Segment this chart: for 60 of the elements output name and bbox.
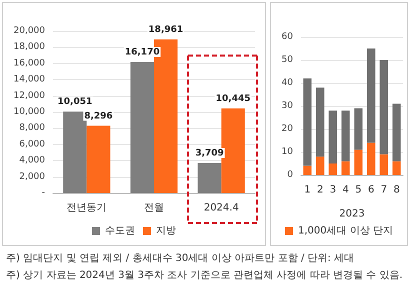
data-label: 18,961	[148, 24, 184, 35]
y-tick-label: 8,000	[19, 123, 46, 134]
data-label: 8,296	[84, 111, 113, 122]
x-tick-label: 5	[355, 184, 362, 196]
y-tick-label: 2,000	[19, 172, 46, 182]
data-label: 3,709	[195, 148, 224, 158]
bar	[392, 161, 401, 175]
y-tick-label: 10	[282, 147, 294, 157]
y-tick-label: 50	[282, 55, 294, 65]
bar	[366, 48, 376, 143]
x-tick-label: 3	[330, 184, 336, 196]
bar	[316, 88, 324, 157]
text: 주) 상기 자료는 2024년 3월 3주차 조사 기준으로 관련업체 사정에 따라 변경될 수 있음.	[6, 269, 404, 283]
y-tick-label: 16,000	[14, 58, 46, 68]
y-tick-label: 12,000	[14, 90, 46, 101]
x-tick-label: 1	[304, 184, 311, 196]
bar	[341, 161, 350, 175]
data-label: 10,445	[216, 94, 250, 104]
x-tick-label: 7	[380, 184, 388, 196]
bar	[130, 62, 154, 193]
x-tick-label: 4	[342, 184, 349, 196]
bar	[328, 110, 338, 164]
bar	[316, 156, 324, 175]
y-tick-label: 0	[287, 170, 294, 180]
x-axis-title: 2023	[339, 208, 365, 220]
x-tick-label: 2	[316, 184, 324, 196]
legend-label: 수도권	[105, 226, 135, 236]
bar	[392, 104, 401, 162]
bar	[86, 126, 110, 193]
bar	[380, 60, 388, 154]
x-tick-label: 전월	[144, 202, 164, 214]
bar	[341, 110, 350, 162]
y-tick-label: 30	[282, 101, 294, 111]
bar	[303, 78, 312, 166]
data-label: 10,051	[58, 97, 92, 108]
x-tick-label: 6	[368, 184, 374, 196]
y-tick-label: 14,000	[14, 74, 46, 85]
y-tick-label: 4,000	[19, 156, 46, 166]
legend-label: 1,000세대 이상 단지	[298, 226, 394, 236]
text: 주) 임대단지 및 연립 제외 / 총세대수 30세대 이상 아파트만 포함 / 단위: 세대	[6, 252, 356, 266]
bar	[366, 142, 376, 175]
y-tick-label: 60	[282, 32, 294, 42]
y-tick-label: 18,000	[14, 42, 46, 52]
x-tick-label: 전년동기	[66, 202, 107, 214]
x-tick-label: 8	[393, 184, 400, 196]
bar	[380, 154, 388, 175]
bar	[354, 108, 363, 150]
y-tick-label: 10,000	[14, 107, 46, 117]
bar	[354, 150, 363, 175]
legend-label: 지방	[156, 226, 176, 236]
x-tick-label: 2024.4	[204, 202, 239, 214]
y-tick-label: 40	[282, 78, 294, 88]
bar	[303, 166, 312, 175]
y-tick-label: 20,000	[14, 26, 46, 36]
bar	[198, 162, 222, 193]
y-tick-label: 6,000	[19, 139, 46, 150]
y-tick-label: 20	[282, 124, 294, 134]
bar	[328, 164, 338, 175]
data-label: 16,170	[124, 48, 160, 58]
y-tick-label: -	[42, 188, 45, 198]
